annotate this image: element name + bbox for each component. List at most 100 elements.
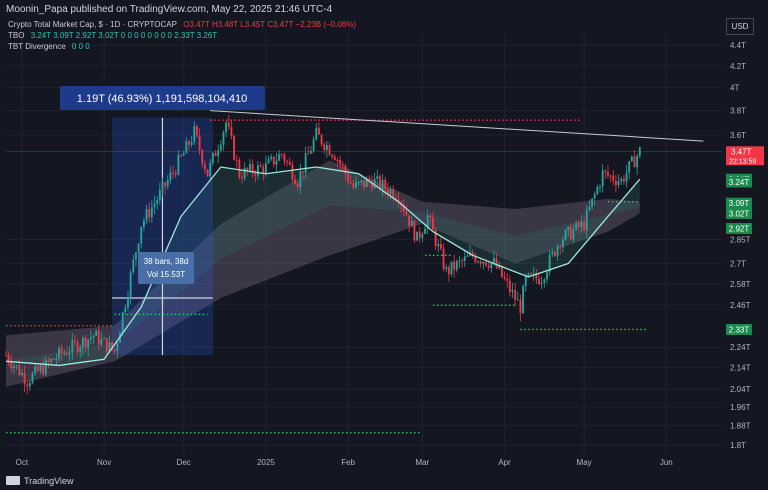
candle-body — [13, 365, 15, 369]
tbo-name[interactable]: TBO — [8, 31, 25, 40]
currency-button[interactable]: USD — [726, 18, 754, 35]
candle-body — [238, 160, 241, 178]
candle-body — [577, 222, 580, 228]
candle-body — [511, 290, 514, 292]
candle-body — [429, 215, 432, 218]
candle-body — [495, 258, 498, 268]
x-tick-label: Dec — [177, 458, 191, 467]
candle-body — [47, 359, 50, 362]
candle-body — [108, 342, 111, 352]
candle-body — [71, 340, 74, 353]
candle-body — [612, 175, 615, 181]
candle-body — [227, 122, 230, 127]
candle-body — [304, 153, 307, 173]
candle-body — [530, 273, 532, 275]
candle-body — [79, 347, 82, 352]
candles — [5, 115, 641, 394]
candle-body — [572, 229, 575, 240]
measure-range-box — [112, 117, 213, 356]
candle-body — [278, 154, 281, 161]
candle-body — [437, 244, 440, 247]
candle-body — [394, 198, 397, 200]
candle-body — [466, 255, 469, 257]
tbo-legend-row: TBO 3.24T 3.09T 2.92T 3.02T 0 0 0 0 0 0 … — [8, 30, 356, 41]
candle-body — [418, 231, 421, 238]
candle-body — [148, 209, 151, 218]
candle-body — [620, 178, 623, 182]
candle-body — [585, 210, 588, 231]
candle-body — [113, 349, 116, 352]
candle-body — [490, 262, 493, 268]
candle-body — [156, 200, 159, 204]
candle-body — [262, 166, 265, 174]
trend-line[interactable] — [210, 110, 704, 142]
level-label-text: 3.24T — [729, 178, 750, 187]
candle-body — [556, 246, 559, 257]
tbt-name[interactable]: TBT Divergence — [8, 42, 66, 51]
level-label-box — [726, 197, 752, 209]
candle-body — [209, 162, 212, 177]
candle-body — [617, 181, 620, 185]
candle-body — [381, 179, 384, 190]
candle-body — [254, 172, 257, 176]
candle-body — [538, 278, 540, 284]
candle-body — [58, 348, 60, 359]
candle-body — [124, 307, 127, 312]
candle-body — [365, 179, 368, 187]
candle-body — [540, 282, 543, 284]
candle-body — [503, 276, 506, 279]
candle-body — [145, 209, 148, 221]
y-tick-label: 2.46T — [730, 301, 751, 310]
candle-body — [588, 206, 591, 211]
candle-body — [508, 280, 511, 292]
slow-band — [6, 160, 640, 387]
candle-body — [519, 299, 522, 314]
ohlc-values: O3.47T H3.48T L3.45T C3.47T −2.23B (−0.0… — [183, 20, 357, 29]
candle-body — [453, 261, 456, 270]
candle-body — [188, 141, 190, 145]
candle-body — [177, 155, 180, 175]
y-tick-label: 4.4T — [730, 41, 746, 50]
candle-body — [506, 278, 509, 281]
level-label-text: 2.92T — [729, 224, 750, 233]
measure-bars-text: 38 bars, 38d — [144, 257, 188, 266]
candle-body — [206, 169, 209, 177]
candle-body — [283, 154, 286, 162]
y-tick-label: 2.24T — [730, 343, 751, 352]
candle-body — [312, 139, 315, 151]
moving-average-line — [5, 166, 641, 367]
candle-body — [166, 180, 169, 187]
candle-body — [182, 153, 185, 156]
candle-body — [413, 220, 416, 241]
price-axis[interactable]: 4.4T 4.2T 4T 3.8T 3.6T 2.85T 2.7T 2.58T 2.46T 2.2… — [6, 41, 764, 450]
candle-body — [455, 261, 458, 270]
candle-body — [479, 261, 482, 264]
time-axis[interactable]: Oct Nov Dec 2025 Feb Mar Apr May Jun — [16, 458, 673, 467]
candle-body — [386, 188, 389, 195]
candle-body — [378, 176, 381, 190]
symbol-name[interactable]: Crypto Total Market Cap, $ · 1D · CRYPTO… — [8, 20, 177, 29]
candle-body — [341, 164, 344, 166]
candle-body — [280, 154, 283, 156]
x-tick-label: Nov — [97, 458, 111, 467]
candle-body — [461, 260, 464, 262]
candle-body — [5, 355, 7, 357]
level-label-box — [726, 222, 752, 234]
candle-body — [636, 155, 639, 168]
candle-body — [601, 170, 604, 187]
candle-body — [434, 229, 437, 247]
bottom-bar — [0, 472, 768, 490]
candle-body — [193, 126, 196, 142]
y-tick-label: 1.8T — [730, 441, 746, 450]
measure-volume-text: Vol 15.53T — [147, 270, 185, 279]
level-label-text: 2.33T — [729, 325, 750, 334]
candle-body — [527, 273, 530, 276]
candle-body — [307, 153, 310, 155]
candle-body — [243, 167, 246, 179]
candle-body — [158, 190, 161, 201]
candle-body — [405, 211, 408, 216]
candle-body — [89, 337, 92, 340]
candle-body — [360, 180, 363, 182]
